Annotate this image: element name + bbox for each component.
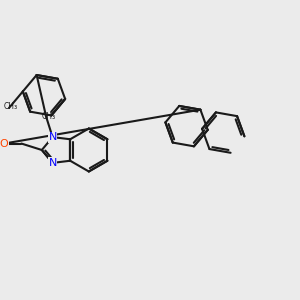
Text: N: N (48, 158, 57, 168)
Text: CH₃: CH₃ (3, 102, 18, 111)
Text: N: N (48, 132, 57, 142)
Text: O: O (0, 139, 9, 148)
Text: CH₃: CH₃ (41, 112, 56, 122)
